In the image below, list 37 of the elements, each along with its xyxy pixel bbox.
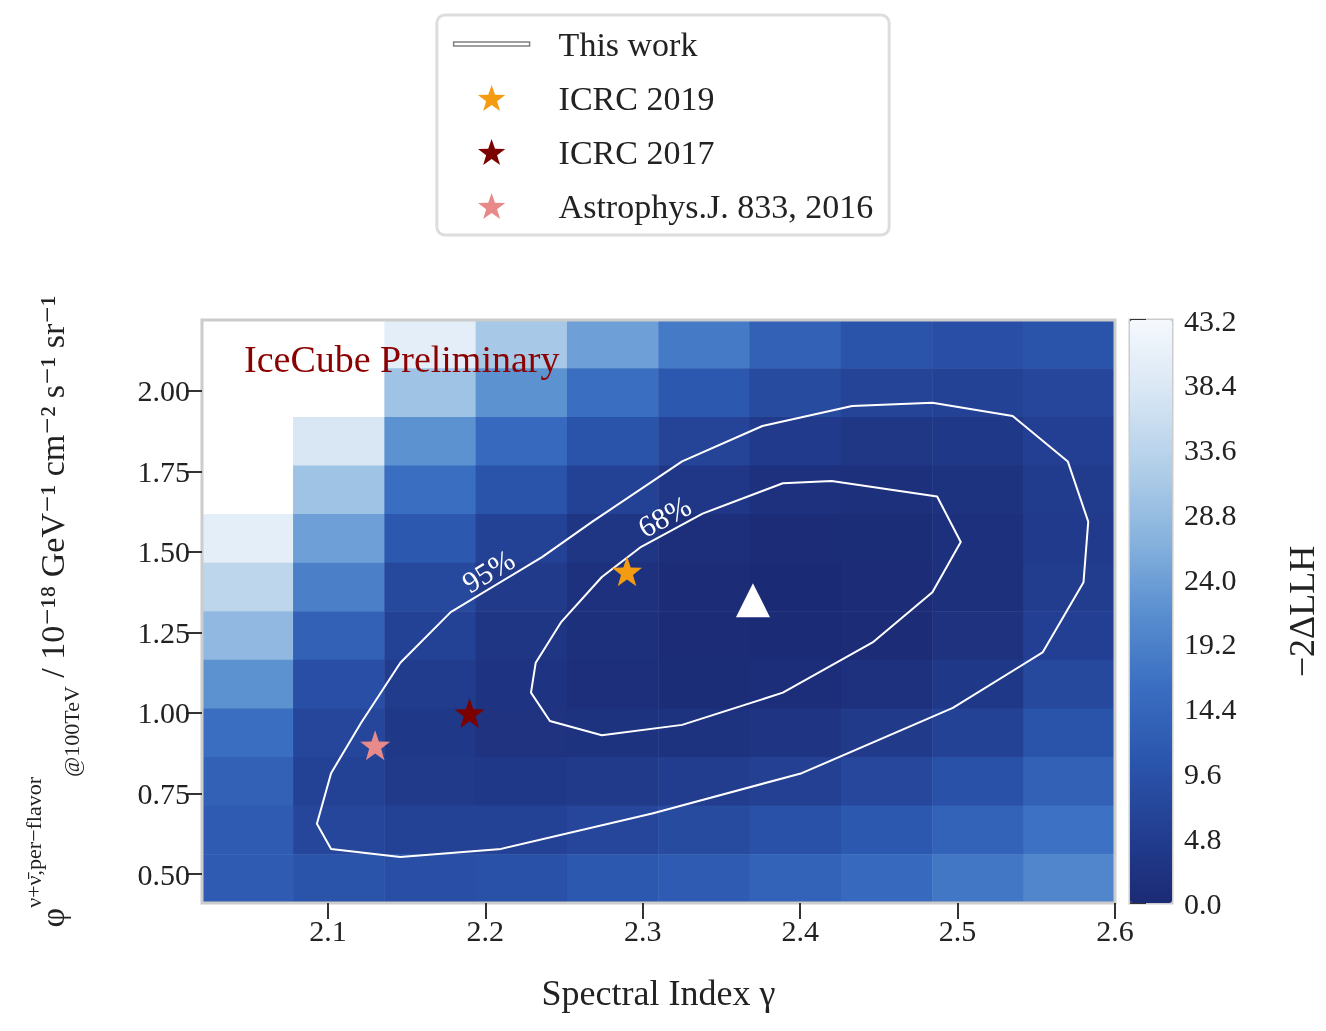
annotation: 95%	[456, 542, 521, 600]
color-bar-label: 43.2	[1184, 303, 1237, 337]
color-bar-label: 9.6	[1184, 756, 1222, 790]
x-tick-label: 2.5	[938, 913, 977, 947]
annotation: 68%	[632, 488, 697, 544]
y-tick-label: 2.00	[137, 374, 190, 408]
point	[612, 556, 643, 587]
y-tick-label: 1.25	[137, 615, 190, 649]
x-tick-label: 2.3	[624, 913, 662, 947]
color-bar-label: 14.4	[1184, 692, 1237, 726]
color-bar-title: −2ΔLLH	[1282, 545, 1322, 678]
y-tick-label: 0.75	[137, 776, 190, 810]
legend-label: Astrophys.J. 833, 2016	[558, 187, 874, 225]
color-bar-label: 33.6	[1184, 433, 1237, 467]
color-bar-label: 24.0	[1184, 562, 1237, 596]
color-bar-label: 19.2	[1184, 627, 1237, 661]
legend-label: This work	[558, 25, 698, 63]
color-bar-label: 0.0	[1184, 886, 1222, 920]
color-bar-label: 4.8	[1184, 821, 1222, 855]
color-bar-label: 28.8	[1184, 497, 1237, 531]
y-tick-label: 1.00	[137, 696, 190, 730]
color-bar-label: 38.4	[1184, 368, 1237, 402]
x-axis-title: Spectral Index γ	[541, 973, 776, 1013]
x-tick-label: 2.2	[466, 913, 505, 947]
y-axis-title: φν+ν̄,per−flavor@100TeV / 10⁻¹⁸ GeV⁻¹ cm⁻² s⁻¹ sr⁻¹	[20, 295, 84, 928]
point	[454, 697, 485, 728]
legend-label: ICRC 2017	[558, 133, 715, 171]
y-tick-label: 1.75	[137, 454, 190, 488]
annotation: IceCube Preliminary	[244, 338, 560, 380]
point	[735, 583, 770, 618]
y-tick-label: 0.50	[137, 857, 190, 891]
y-tick-label: 1.50	[137, 535, 190, 569]
x-tick-label: 2.6	[1096, 913, 1134, 947]
point	[360, 730, 391, 761]
x-tick-label: 2.1	[309, 913, 347, 947]
x-tick-label: 2.4	[781, 913, 819, 947]
legend-label: ICRC 2019	[558, 79, 715, 117]
